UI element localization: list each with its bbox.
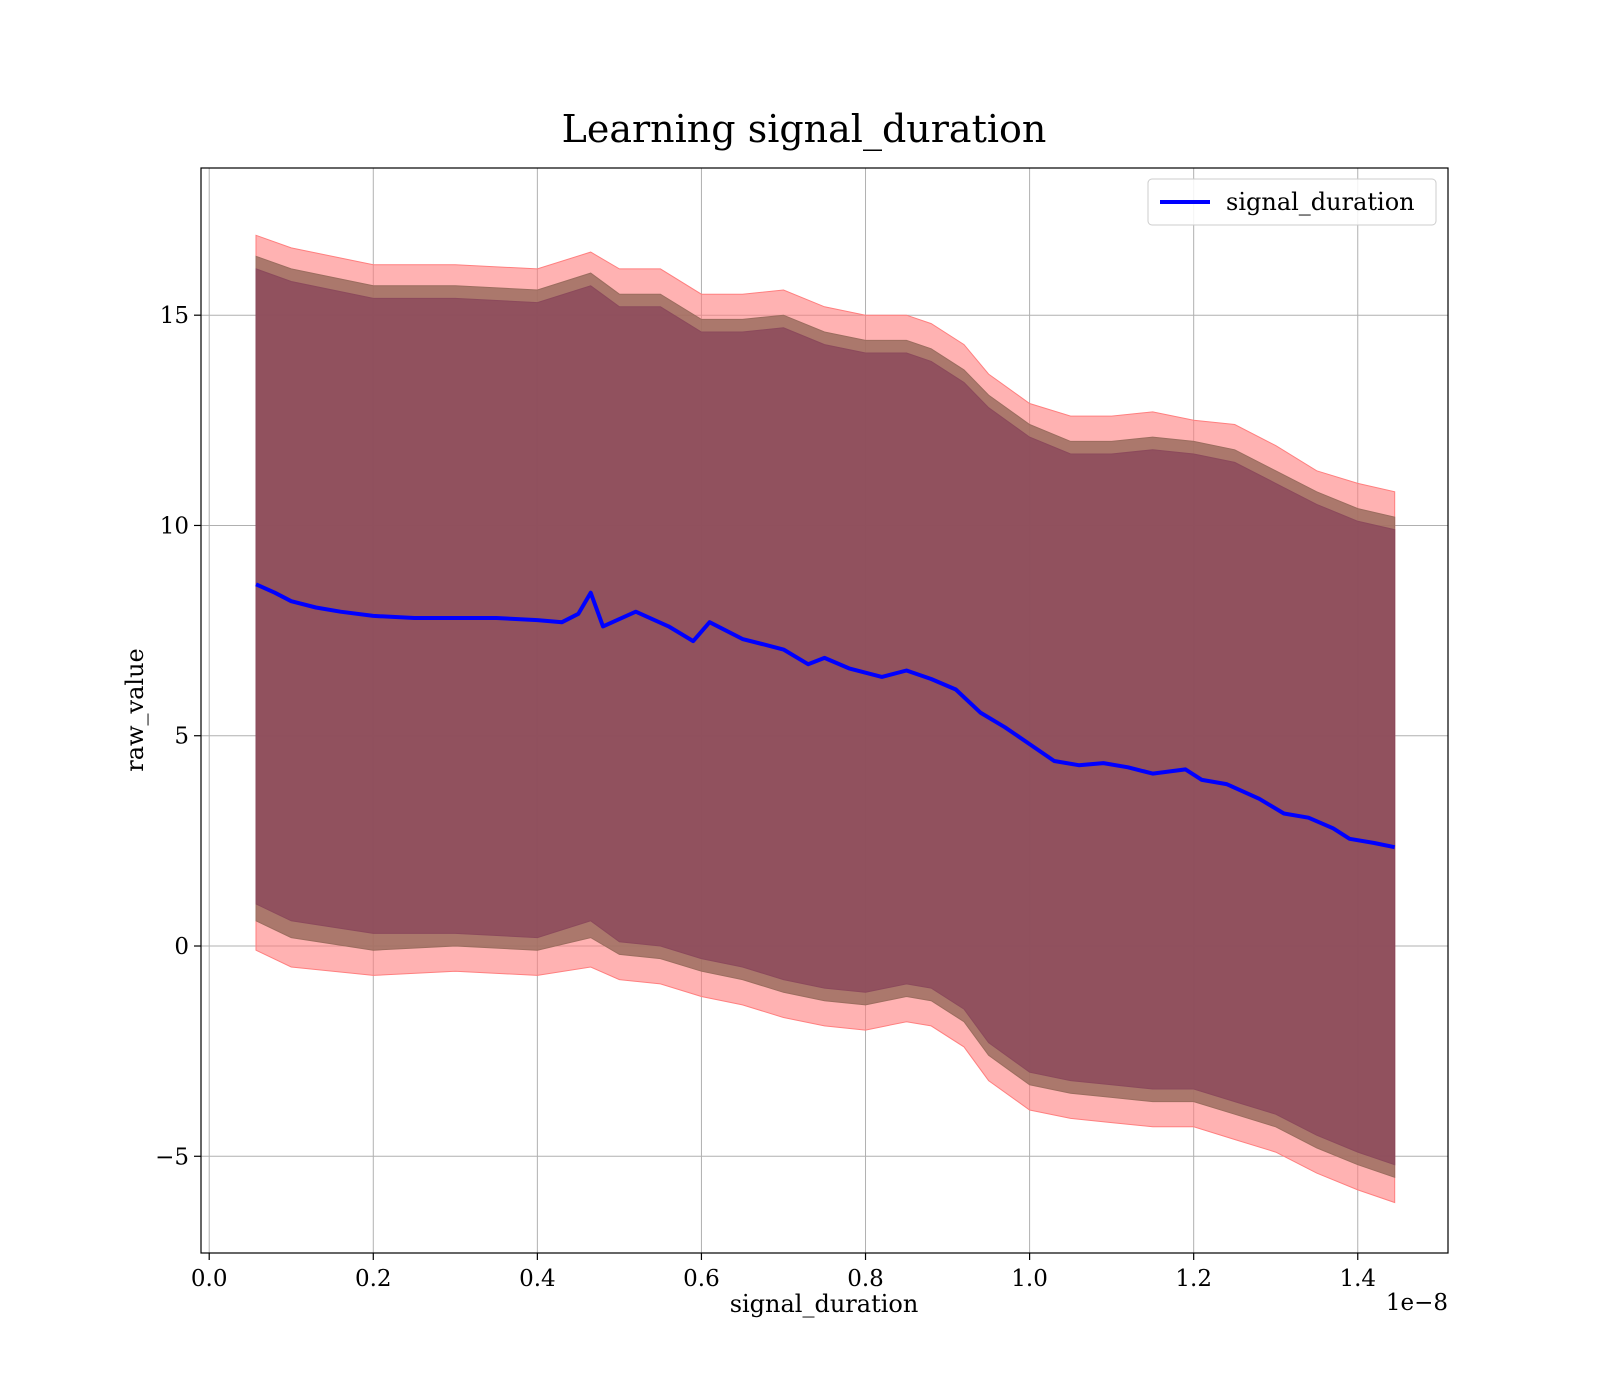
y-axis-label: raw_value (121, 648, 149, 772)
chart-title: Learning signal_duration (562, 107, 1047, 152)
series-lines (255, 582, 1396, 850)
series-line-signal_duration (255, 582, 1396, 850)
y-tick-label: 15 (160, 303, 189, 329)
plot-area-frame (200, 167, 1449, 1254)
y-tick-label: 10 (160, 513, 189, 539)
x-tick-label: 1.0 (1011, 1266, 1048, 1292)
y-tick-label: −5 (155, 1144, 189, 1170)
x-tick-label: 0.2 (355, 1266, 392, 1292)
y-tick-label: 5 (174, 724, 189, 750)
x-tick-label: 0.6 (683, 1266, 720, 1292)
axis-ticks: 0.0 0.2 0.4 0.6 0.8 1.0 1.2 1.4 −5 0 5 10 15 (155, 303, 1376, 1292)
legend-label-signal_duration: signal_duration (1226, 188, 1415, 216)
confidence-bands (255, 234, 1396, 1204)
x-tick-label: 0.0 (191, 1266, 228, 1292)
x-tick-label: 1.4 (1339, 1266, 1376, 1292)
legend: signal_duration (1147, 178, 1437, 226)
x-tick-label: 1.2 (1175, 1266, 1212, 1292)
legend-box (1147, 178, 1437, 226)
x-tick-label: 0.8 (847, 1266, 884, 1292)
x-tick-label: 0.4 (519, 1266, 556, 1292)
y-tick-label: 0 (174, 934, 189, 960)
confidence-band (255, 268, 1396, 1166)
x-axis-label: signal_duration (730, 1290, 919, 1318)
x-axis-offset-label: 1e−8 (1386, 1290, 1448, 1316)
